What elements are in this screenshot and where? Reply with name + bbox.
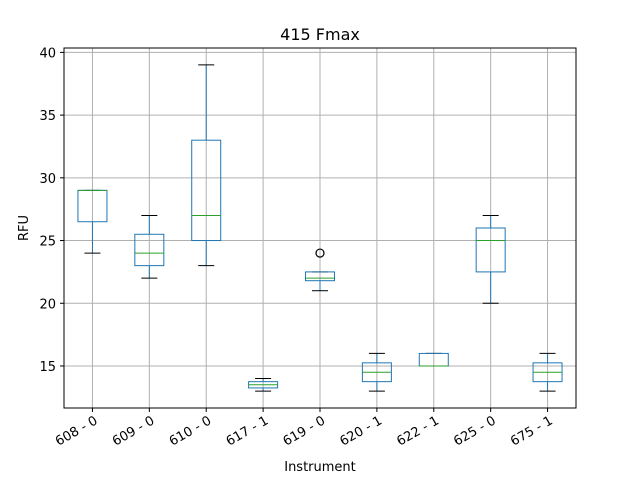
y-tick-label: 40 bbox=[39, 46, 56, 61]
y-axis-label: RFU bbox=[17, 215, 32, 241]
x-tick-label: 625 - 0 bbox=[451, 413, 498, 449]
outlier-point bbox=[315, 248, 325, 258]
x-axis-label: Instrument bbox=[284, 460, 356, 475]
y-tick-label: 35 bbox=[39, 109, 56, 124]
x-tick-label: 675 - 1 bbox=[508, 413, 555, 449]
x-tick-label: 610 - 0 bbox=[167, 413, 214, 449]
x-tick-label: 622 - 1 bbox=[394, 413, 441, 449]
axes: 15 20 25 30 35 40 608 - 0 609 - 0 610 - 0 617 - 1… bbox=[39, 46, 555, 449]
x-tick-label: 620 - 1 bbox=[338, 413, 385, 449]
chart-title: 415 Fmax bbox=[280, 25, 360, 44]
x-tick-label: 608 - 0 bbox=[53, 413, 100, 449]
y-tick-label: 20 bbox=[39, 297, 56, 312]
grid-lines bbox=[64, 48, 576, 408]
x-tick-label: 609 - 0 bbox=[110, 413, 157, 449]
box-iqr bbox=[134, 233, 165, 267]
box-iqr bbox=[475, 227, 506, 273]
y-tick-label: 30 bbox=[39, 172, 56, 187]
box-iqr bbox=[191, 139, 222, 242]
box-series bbox=[77, 64, 563, 392]
y-tick-label: 25 bbox=[39, 235, 56, 250]
x-tick-label: 617 - 1 bbox=[224, 413, 271, 449]
x-tick-label: 619 - 0 bbox=[281, 413, 328, 449]
y-tick-label: 15 bbox=[39, 360, 56, 375]
box-iqr bbox=[305, 271, 335, 282]
